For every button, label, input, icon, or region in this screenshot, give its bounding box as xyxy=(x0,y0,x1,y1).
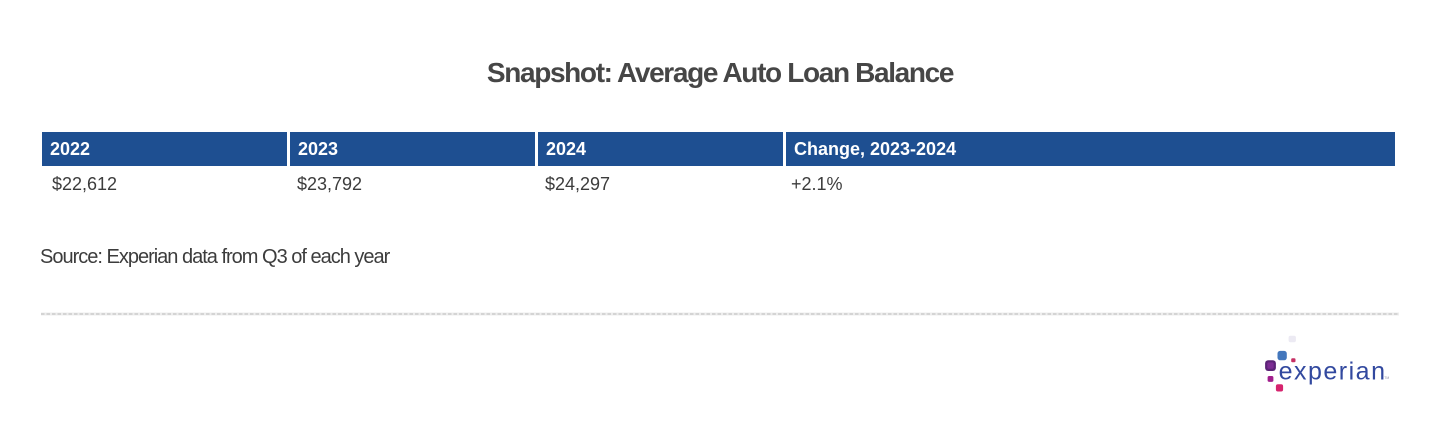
svg-text:TM: TM xyxy=(1384,376,1389,380)
svg-text:experian: experian xyxy=(1279,358,1387,386)
